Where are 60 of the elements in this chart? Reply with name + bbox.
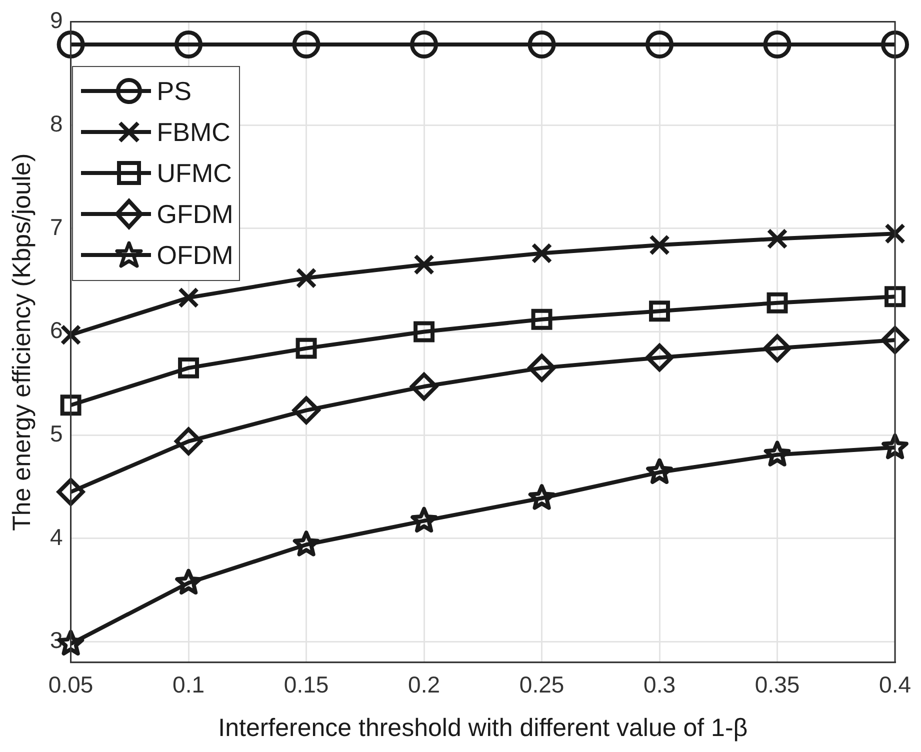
point: [60, 324, 82, 346]
point: [528, 30, 556, 59]
point: [531, 242, 552, 264]
point: [649, 300, 670, 322]
point: [410, 30, 438, 59]
x-tick-label: 0.35: [754, 672, 800, 698]
x-tick-label: 0.3: [644, 672, 676, 698]
point: [646, 458, 673, 484]
point: [56, 30, 85, 59]
legend-label: GFDM: [156, 198, 234, 230]
y-tick-label: 9: [50, 7, 63, 34]
point: [881, 30, 910, 59]
point: [646, 344, 674, 372]
point: [528, 484, 556, 510]
point: [414, 321, 435, 342]
point: [649, 234, 670, 256]
x-tick-label: 0.15: [284, 672, 329, 698]
y-tick-label: 6: [50, 317, 63, 344]
point: [178, 357, 200, 378]
point: [646, 30, 674, 59]
y-tick-label: 4: [50, 524, 63, 550]
point: [292, 396, 320, 424]
y-axis-title: The energy efficiency (Kbps/joule): [8, 153, 36, 531]
point: [292, 530, 320, 556]
x-tick-label: 0.2: [408, 672, 440, 698]
point: [410, 506, 438, 533]
point: [881, 326, 910, 354]
point: [766, 292, 788, 314]
legend-label: OFDM: [156, 240, 234, 271]
y-tick-label: 5: [50, 420, 63, 446]
point: [410, 372, 438, 401]
legend-label: UFMC: [156, 158, 232, 189]
y-tick-label: 7: [50, 214, 63, 240]
legend-label: PS: [156, 76, 192, 107]
point: [296, 338, 317, 359]
x-tick-label: 0.25: [519, 672, 564, 698]
x-tick-label: 0.1: [172, 672, 205, 698]
point: [528, 354, 556, 382]
point: [175, 568, 202, 595]
y-tick-label: 8: [50, 110, 63, 136]
x-tick-label: 0.05: [48, 672, 94, 698]
x-tick-label: 0.4: [879, 672, 912, 698]
point: [531, 308, 552, 330]
point: [60, 394, 82, 416]
point: [292, 30, 320, 59]
point: [884, 223, 906, 244]
point: [884, 286, 906, 308]
point: [766, 228, 788, 250]
point: [414, 254, 435, 276]
point: [764, 440, 791, 466]
x-axis-title: Interference threshold with different value of 1-β: [218, 714, 748, 742]
point: [296, 268, 317, 289]
point: [763, 334, 792, 362]
legend-label: FBMC: [156, 116, 230, 148]
point: [178, 287, 200, 308]
point: [174, 30, 203, 59]
point: [174, 427, 203, 456]
point: [882, 433, 908, 460]
point: [763, 30, 792, 59]
point: [56, 478, 85, 506]
